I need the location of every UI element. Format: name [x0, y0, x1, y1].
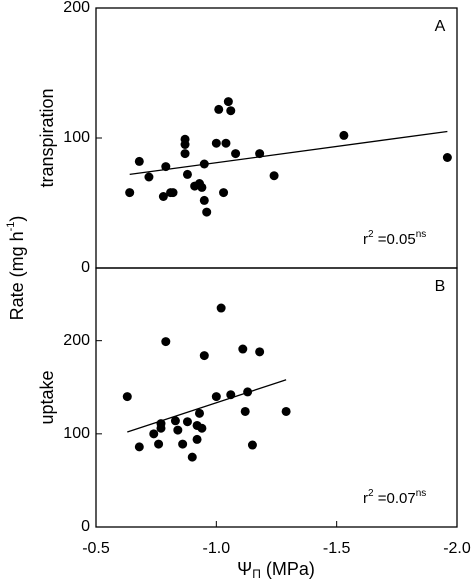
point [202, 207, 212, 217]
fit-line [129, 130, 448, 176]
point [214, 104, 224, 114]
point [255, 149, 265, 159]
point [161, 337, 171, 347]
x-tick-label: -1.0 [203, 540, 231, 557]
point [192, 434, 202, 444]
point [122, 392, 132, 402]
point [199, 159, 209, 169]
point [180, 149, 190, 159]
point [182, 417, 192, 427]
point [134, 156, 144, 166]
panel-y-label: transpiration [37, 88, 57, 187]
point [170, 416, 180, 426]
y-label: Rate (mg h-1) [5, 216, 27, 321]
point [240, 406, 250, 416]
point [223, 97, 233, 107]
y-label-text: Rate (mg h [7, 231, 27, 320]
point [255, 347, 265, 357]
fit-line [127, 379, 287, 433]
point [156, 423, 166, 433]
panel-label: A [435, 18, 446, 35]
point [144, 172, 154, 182]
x-tick-label: -1.5 [323, 540, 351, 557]
point [219, 188, 229, 198]
y-tick-label: 100 [63, 425, 90, 442]
point [154, 439, 164, 449]
annotation-sup: 2 [368, 488, 374, 499]
point [168, 188, 178, 198]
point [221, 138, 231, 148]
annotation: r2 =0.07ns [363, 488, 426, 507]
y-tick-label: 0 [81, 259, 90, 276]
annotation-r: r [363, 490, 368, 507]
annotation-ns: ns [416, 488, 427, 499]
y-tick-label: 0 [81, 518, 90, 535]
point [238, 344, 248, 354]
point [243, 387, 253, 397]
panel-label: B [435, 278, 446, 295]
point [125, 188, 135, 198]
annotation-ns: ns [416, 229, 427, 240]
point [281, 406, 291, 416]
point [161, 162, 171, 172]
point [226, 106, 236, 116]
point [211, 138, 221, 148]
annotation-r: r [363, 231, 368, 248]
x-tick-label: -0.5 [82, 540, 110, 557]
point [442, 153, 452, 162]
y-tick-label: 200 [63, 332, 90, 349]
point [197, 423, 207, 433]
point [199, 351, 209, 361]
x-tick-label: -2.0 [443, 540, 471, 557]
point [149, 429, 159, 439]
annotation: r2 =0.05ns [363, 229, 426, 248]
x-label: ΨΠ (MPa) [237, 559, 315, 581]
y-label-sup: -1 [5, 222, 17, 232]
point [211, 392, 221, 402]
point [134, 442, 144, 452]
point [231, 149, 241, 159]
annotation-text: =0.05 [374, 231, 416, 248]
point [247, 440, 257, 450]
x-label-text: (MPa) [261, 559, 315, 579]
point [187, 452, 197, 462]
panel-y-label: uptake [37, 370, 57, 424]
y-label-end: ) [7, 216, 27, 222]
point [182, 169, 192, 179]
point [339, 130, 349, 140]
point [199, 195, 209, 205]
point [226, 390, 236, 400]
point [173, 425, 183, 435]
x-label-sub: Π [252, 567, 261, 581]
point [216, 303, 226, 313]
annotation-sup: 2 [368, 229, 374, 240]
point [158, 192, 168, 201]
y-tick-label: 200 [63, 0, 90, 16]
point [269, 171, 279, 181]
point [197, 182, 207, 192]
point [180, 140, 190, 149]
x-label-psi: Ψ [237, 559, 252, 579]
y-tick-label: 100 [63, 129, 90, 146]
point [178, 439, 188, 449]
point [194, 408, 204, 418]
annotation-text: =0.07 [374, 490, 416, 507]
plot-frame [95, 267, 458, 528]
